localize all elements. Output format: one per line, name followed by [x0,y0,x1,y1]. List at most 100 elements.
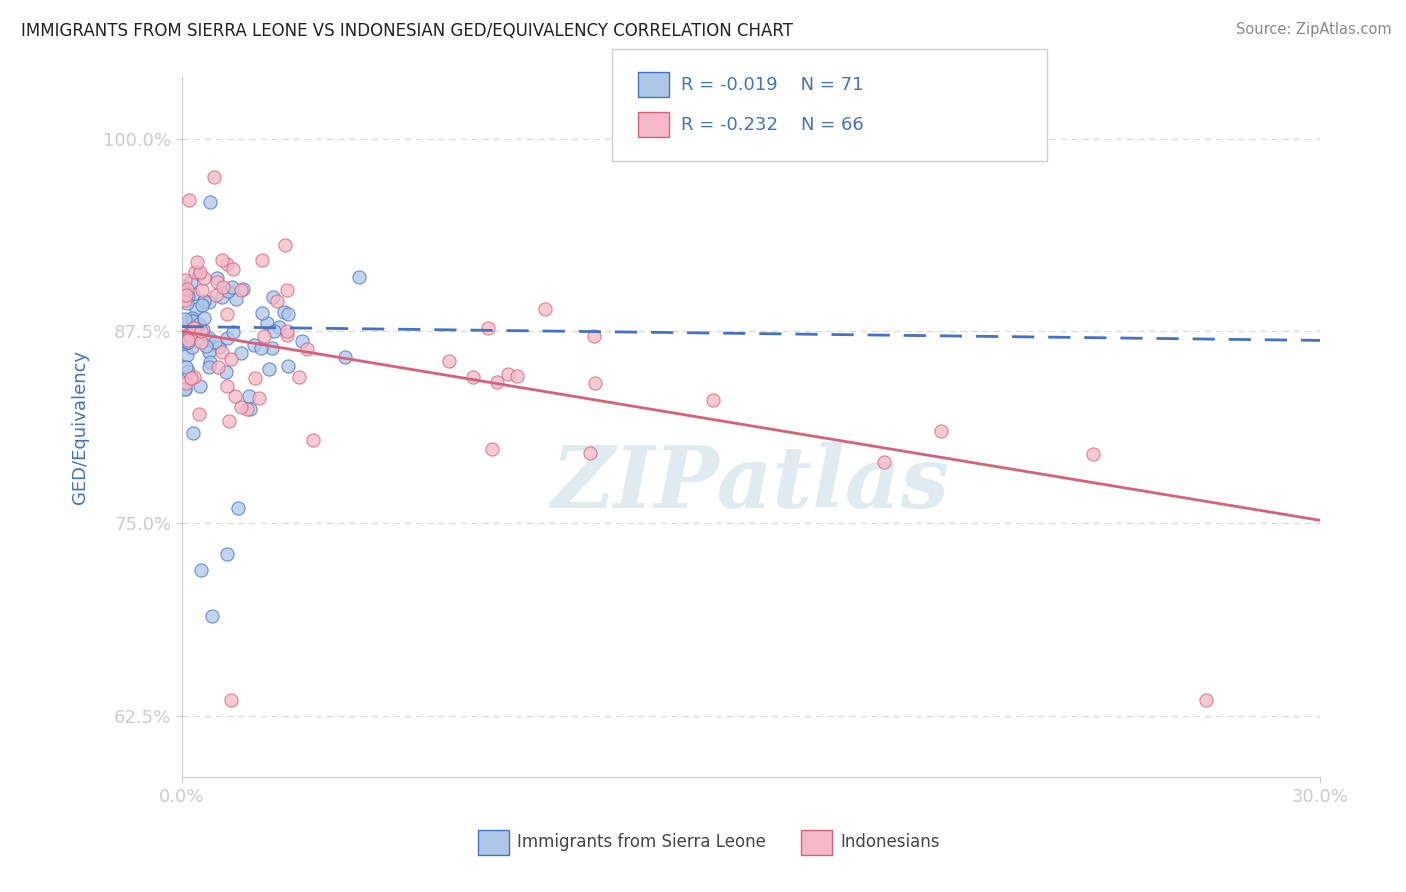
Point [176,332,198,346]
Point [276,324,298,338]
Point [291,334,314,348]
Point [297,342,319,356]
Point [257,362,280,376]
Point [177,334,200,348]
Point [194,339,217,353]
Point [247,391,270,405]
Point [190,324,212,338]
Point [222,261,245,276]
Point [176,295,198,310]
Point [243,371,266,385]
Point [217,307,239,321]
Text: ZIPatlas: ZIPatlas [553,442,950,525]
Point [176,282,198,296]
Point [583,376,606,391]
Point [217,257,239,271]
Point [187,267,209,281]
Point [190,334,212,349]
Point [579,446,602,460]
Point [249,341,271,355]
Point [174,278,197,293]
Text: IMMIGRANTS FROM SIERRA LEONE VS INDONESIAN GED/EQUIVALENCY CORRELATION CHART: IMMIGRANTS FROM SIERRA LEONE VS INDONESI… [21,22,793,40]
Point [190,265,212,279]
Point [174,273,197,287]
Point [193,293,215,308]
Point [208,340,231,354]
Point [176,327,198,342]
Point [238,388,260,402]
Point [219,352,242,367]
Point [215,330,238,344]
Point [229,400,252,414]
Point [181,320,204,334]
Point [174,288,197,302]
Point [188,318,211,332]
Point [193,310,215,325]
Point [191,283,214,297]
Point [263,324,285,338]
Text: R = -0.232    N = 66: R = -0.232 N = 66 [681,116,863,134]
Point [200,194,222,209]
Point [302,434,325,448]
Point [191,298,214,312]
Point [437,354,460,368]
Point [183,321,205,335]
Point [276,327,298,342]
Point [177,289,200,303]
Point [188,378,211,392]
Point [260,341,283,355]
Point [277,307,299,321]
Point [177,335,200,350]
Point [184,301,207,316]
Point [177,313,200,327]
Point [349,270,371,285]
Y-axis label: GED/Equivalency: GED/Equivalency [72,351,89,504]
Point [180,275,202,289]
Point [506,368,529,383]
Point [174,382,197,396]
Point [205,288,228,302]
Point [188,407,211,421]
Point [232,282,254,296]
Point [174,336,197,351]
Point [198,295,221,310]
Point [184,326,207,341]
Point [183,370,205,384]
Point [215,366,238,380]
Point [229,283,252,297]
Point [873,455,896,469]
Point [174,293,197,308]
Point [184,265,207,279]
Point [174,376,197,390]
Point [224,389,246,403]
Point [498,367,520,381]
Point [583,328,606,343]
Point [174,359,197,374]
Text: Immigrants from Sierra Leone: Immigrants from Sierra Leone [517,833,766,851]
Point [217,547,239,561]
Point [190,563,212,577]
Point [702,393,724,408]
Point [176,348,198,362]
Point [219,693,242,707]
Point [276,284,298,298]
Point [461,370,484,384]
Point [266,294,288,309]
Point [217,379,239,393]
Point [205,275,228,289]
Point [236,402,259,417]
Point [202,169,225,184]
Point [239,401,262,416]
Point [193,270,215,285]
Point [181,311,204,326]
Point [250,253,273,268]
Point [218,414,240,428]
Point [1195,693,1218,707]
Point [211,290,233,304]
Point [243,338,266,352]
Point [193,323,215,337]
Point [198,344,221,359]
Point [534,302,557,317]
Point [262,290,284,304]
Point [179,327,201,342]
